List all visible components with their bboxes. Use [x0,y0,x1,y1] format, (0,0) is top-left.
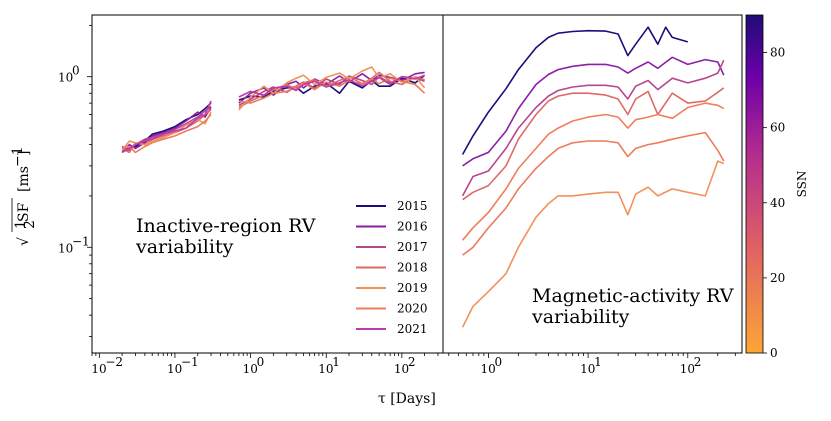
left-panel-frame [91,14,444,354]
y-label-units-exp: −1 [10,146,26,167]
y-tick-label: 10 [58,71,73,85]
x-tick-label: 10 [480,362,495,376]
series-line-2019-long [238,66,426,111]
colorbar-tick-label: 80 [770,46,785,60]
x-tick-label: 10 [243,362,258,376]
x-tick-label: 10 [318,362,333,376]
x-tick-exponent: 2 [694,355,702,369]
x-tick-exponent: −2 [105,355,123,369]
y-label-sf: SF [16,202,32,222]
right-axis-ticks: 100 101 102 [448,353,736,376]
legend-label-2016: 2016 [397,220,428,234]
right-annotation-line1: Magnetic-activity RV [532,285,734,307]
colorbar-tick-label: 0 [770,346,778,360]
x-tick-exponent: 2 [408,355,416,369]
series-line-2020-activity [462,131,725,256]
series-line-2018-activity [462,87,725,201]
legend-label-2021: 2021 [397,322,428,336]
left-annotation-line1: Inactive-region RV [136,215,316,237]
x-tick-label: 10 [580,362,595,376]
y-axis-label: √ 1 2 SF [ms −1 ] [10,146,38,246]
colorbar-tick-label: 40 [770,196,785,210]
colorbar-tick-label: 20 [770,271,785,285]
legend-label-2017: 2017 [397,240,428,254]
x-tick-label: 10 [680,362,695,376]
y-label-root: √ [16,237,32,246]
y-label-units: [ms [16,166,32,192]
y-label-units-close: ] [16,151,32,156]
left-annotation-line2: variability [135,236,234,258]
series-line-2017-activity [461,59,725,197]
y-label-frac-den: 2 [22,220,38,229]
series-line-2019-short [121,111,212,151]
x-tick-exponent: 0 [257,355,265,369]
left-panel-lines [121,66,426,154]
x-tick-exponent: 0 [494,355,502,369]
colorbar-label: SSN [795,171,809,198]
colorbar-ticks: 0 20 40 60 80 [763,46,785,360]
series-line-2015-activity [461,26,689,155]
right-panel-frame [442,14,743,354]
legend: 2015 2016 2017 2018 2019 2020 2021 [356,199,428,336]
y-tick-label: 10 [58,241,73,255]
series-line-2021-short [121,100,212,154]
x-tick-label: 10 [394,362,409,376]
y-tick-exponent: 0 [72,64,80,78]
legend-label-2015: 2015 [397,199,428,213]
right-panel-lines [461,26,725,328]
x-tick-exponent: 1 [332,355,340,369]
x-tick-label: 10 [91,362,106,376]
series-line-2021-activity [461,102,725,241]
series-line-2020-short [121,113,212,154]
series-line-2021-long [238,74,425,98]
x-tick-exponent: 1 [594,355,602,369]
colorbar [745,14,764,354]
y-label-frac-num: 1 [13,220,29,229]
right-annotation-line2: variability [531,306,630,328]
y-tick-exponent: −1 [72,234,90,248]
x-tick-exponent: −1 [181,355,199,369]
x-axis-label: τ [Days] [378,391,436,407]
legend-label-2019: 2019 [397,281,428,295]
series-line-2016-activity [462,56,725,167]
legend-label-2020: 2020 [397,302,428,316]
x-tick-label: 10 [167,362,182,376]
legend-label-2018: 2018 [397,261,428,275]
series-line-2019-activity [461,160,725,328]
colorbar-tick-label: 60 [770,121,785,135]
